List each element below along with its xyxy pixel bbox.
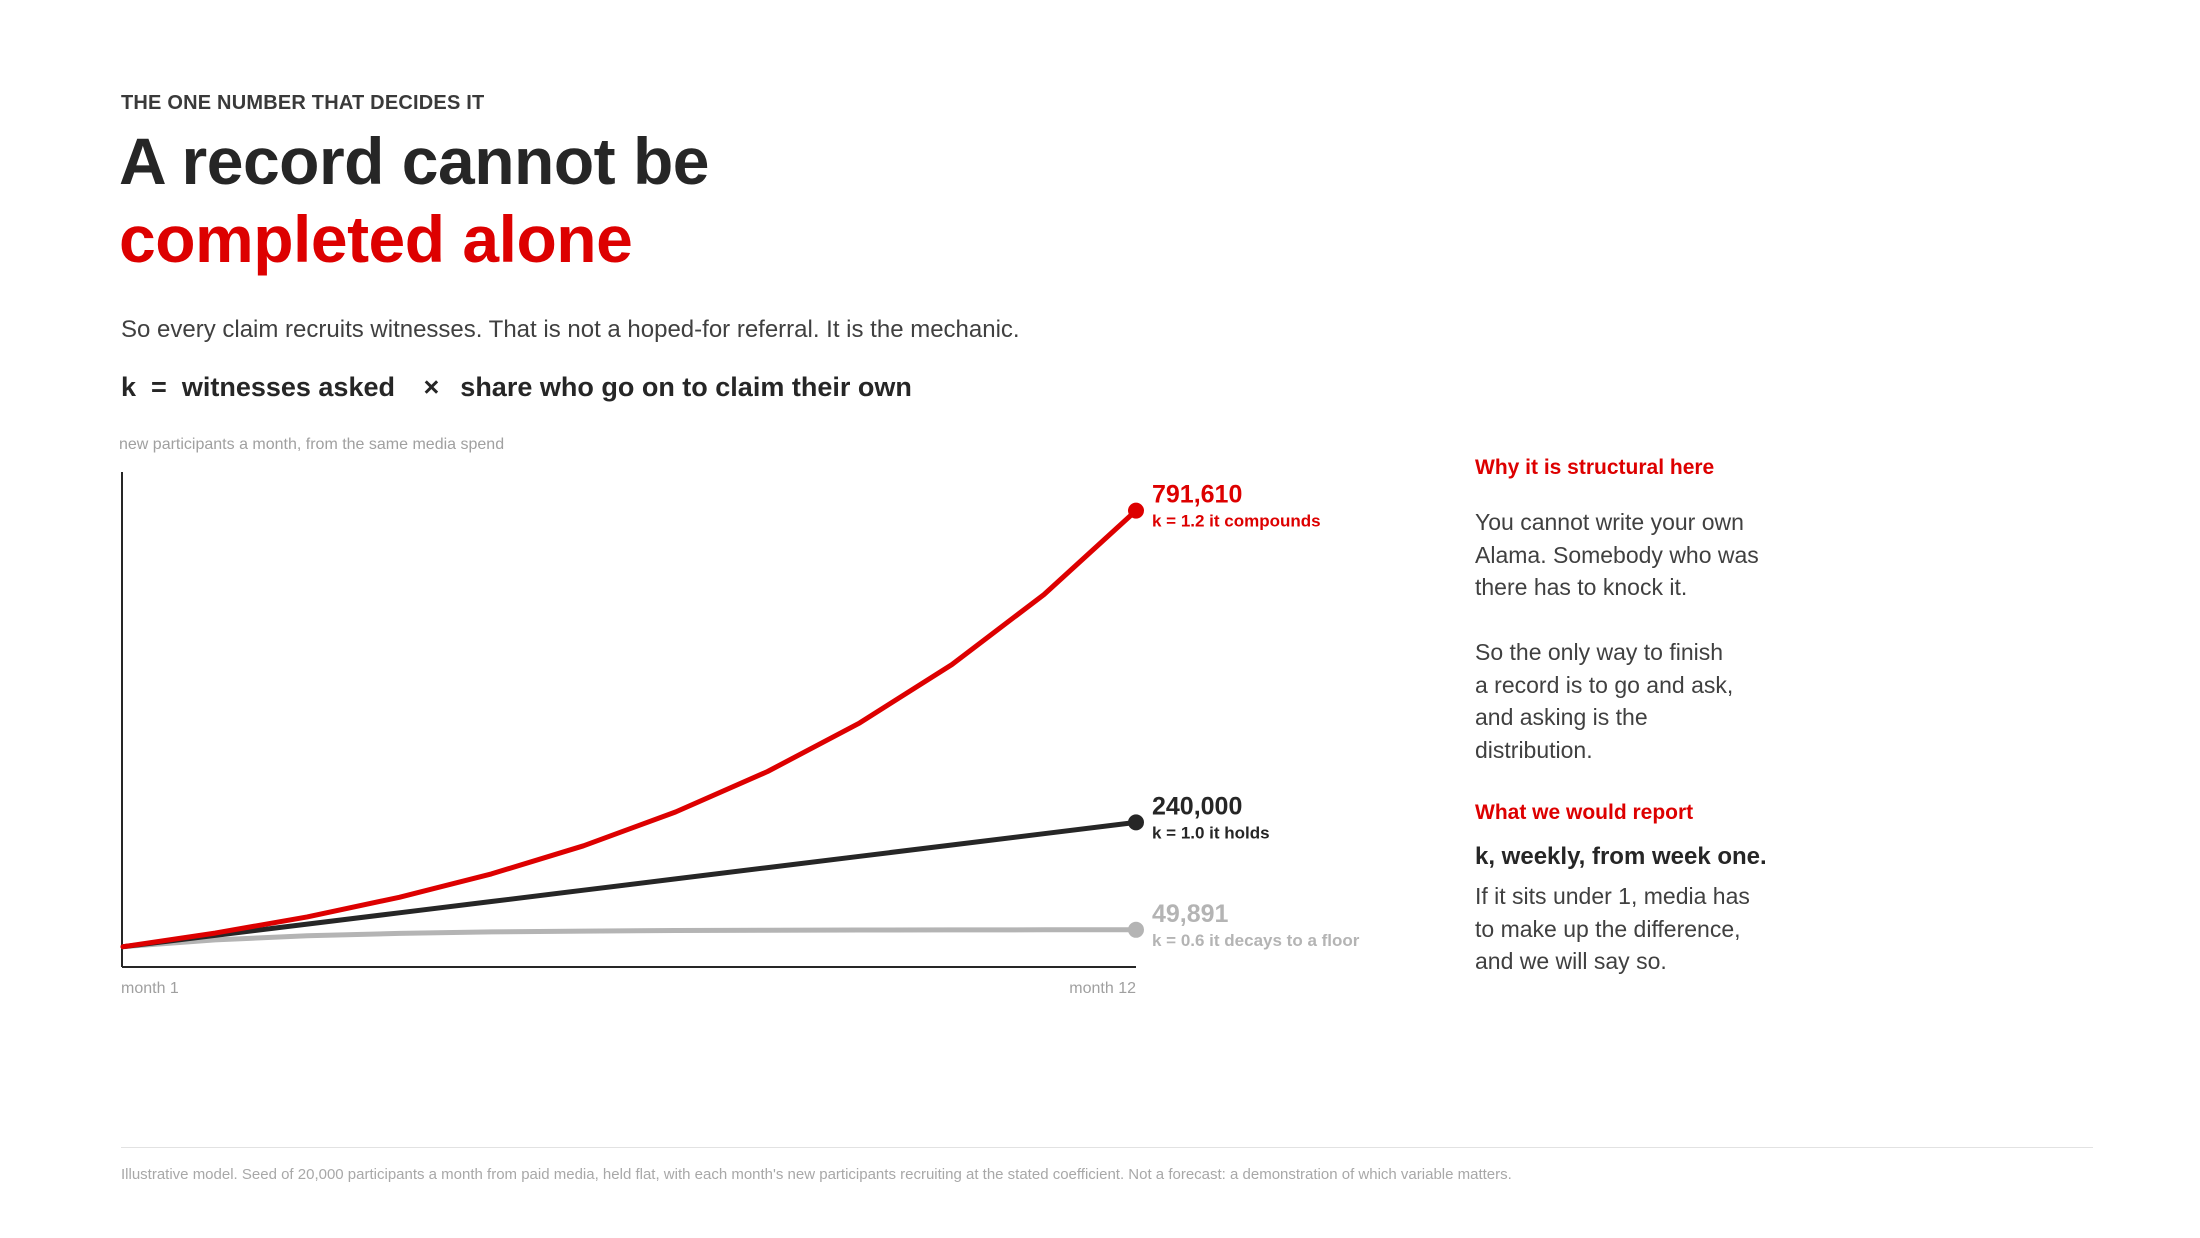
subtitle: So every claim recruits witnesses. That … [121,316,1020,343]
title-line-2: completed alone [119,202,633,276]
series-end-value-2: 49,891 [1152,900,1229,928]
eyebrow: THE ONE NUMBER THAT DECIDES IT [121,92,485,114]
side-paragraph-3: If it sits under 1, media has to make up… [1475,880,1805,978]
side-strong: k, weekly, from week one. [1475,843,1767,870]
side-p3-line: If it sits under 1, media has [1475,883,1750,909]
footnote: Illustrative model. Seed of 20,000 parti… [121,1166,1512,1183]
x-tick-label-end: month 12 [1069,980,1136,997]
side-p2-line: a record is to go and ask, [1475,671,1734,698]
side-heading-structural: Why it is structural here [1475,456,1805,480]
page-title: A record cannot be completed alone [119,122,710,278]
side-p3-line: and we will say so. [1475,948,1667,974]
side-p2-line: So the only way to finish [1475,639,1724,665]
side-heading-2: What we would report [1475,801,1694,824]
formula-term-2: share who go on to claim their own [460,372,912,402]
series-end-point-2 [1128,921,1144,938]
series-label-0: k = 1.2 it compounds [1152,512,1321,531]
formula: k = witnesses asked × share who go on to… [121,372,912,403]
series-line-0 [120,508,1139,950]
series-line-1 [120,819,1139,950]
title-line-1: A record cannot be [119,124,710,198]
series-label-2: k = 0.6 it decays to a floor [1152,931,1360,950]
side-p1-line: Alama. Somebody who was [1475,541,1759,568]
side-heading-1: Why it is structural here [1475,456,1715,479]
formula-term-1: witnesses asked [181,372,395,402]
growth-chart: month 1 month 12 49,891 k = 0.6 it decays t… [120,472,1360,997]
side-paragraph-2: So the only way to finish a record is to… [1475,636,1805,766]
x-tick-label-start: month 1 [121,980,179,997]
series-end-value-0: 791,610 [1152,481,1242,509]
formula-lhs: k [121,372,137,402]
formula-times: × [423,372,440,402]
side-p3-line: to make up the difference, [1475,915,1741,942]
side-heading-report: What we would report [1475,801,1805,825]
chart-caption: new participants a month, from the same … [119,436,505,453]
series-label-1: k = 1.0 it holds [1152,823,1270,842]
side-p2-line: distribution. [1475,736,1593,763]
series-end-point-1 [1128,814,1144,831]
series-end-value-1: 240,000 [1152,792,1242,820]
side-p1-line: there has to knock it. [1475,574,1688,600]
series-line-2 [120,927,1139,950]
formula-equals: = [151,372,167,402]
side-paragraph-1: You cannot write your own Alama. Somebod… [1475,506,1805,604]
series-end-point-0 [1128,502,1144,519]
side-p2-line: and asking is the [1475,704,1648,730]
footer-divider [121,1147,2093,1148]
side-p1-line: You cannot write your own [1475,509,1744,535]
